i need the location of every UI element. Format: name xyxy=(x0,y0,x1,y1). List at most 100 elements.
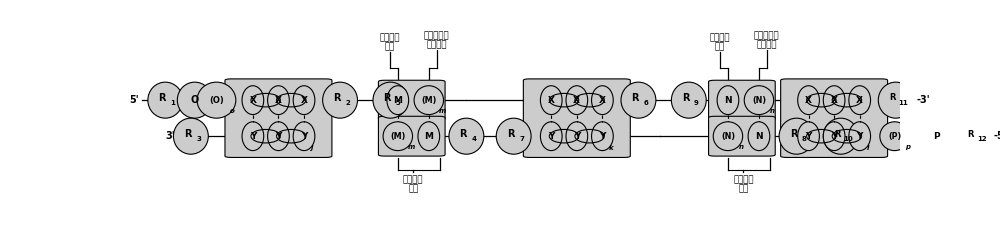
Ellipse shape xyxy=(592,86,613,115)
Text: P: P xyxy=(933,132,940,141)
Ellipse shape xyxy=(798,122,819,151)
Text: Y: Y xyxy=(857,132,863,141)
Text: 10: 10 xyxy=(844,136,853,143)
FancyBboxPatch shape xyxy=(709,80,775,120)
Text: -3': -3' xyxy=(916,95,930,105)
Ellipse shape xyxy=(268,122,289,151)
Text: 互补反应: 互补反应 xyxy=(733,175,754,184)
Ellipse shape xyxy=(496,118,531,154)
Ellipse shape xyxy=(744,86,774,115)
Ellipse shape xyxy=(671,82,706,118)
Ellipse shape xyxy=(880,122,909,151)
FancyBboxPatch shape xyxy=(709,116,775,156)
Text: R: R xyxy=(507,129,514,139)
Text: 3': 3' xyxy=(165,131,175,141)
Text: X: X xyxy=(301,96,308,105)
Text: N: N xyxy=(755,132,763,141)
Text: R: R xyxy=(460,129,467,139)
Text: (N): (N) xyxy=(721,132,735,141)
Ellipse shape xyxy=(779,118,814,154)
Ellipse shape xyxy=(957,118,991,154)
Text: X: X xyxy=(249,96,256,105)
Text: 基团: 基团 xyxy=(408,184,418,193)
Text: 互补反应: 互补反应 xyxy=(380,33,400,43)
Ellipse shape xyxy=(197,82,236,118)
Text: j: j xyxy=(311,145,314,151)
Text: 发生配对: 发生配对 xyxy=(756,41,777,50)
Text: R: R xyxy=(790,129,797,139)
Text: M: M xyxy=(393,96,402,105)
Ellipse shape xyxy=(592,122,613,151)
Text: o: o xyxy=(230,108,235,114)
Text: X: X xyxy=(275,96,282,105)
Text: 6: 6 xyxy=(644,100,649,106)
Text: 1: 1 xyxy=(171,100,175,106)
Text: Y: Y xyxy=(805,132,812,141)
Ellipse shape xyxy=(849,122,871,151)
Ellipse shape xyxy=(823,86,845,115)
Text: 11: 11 xyxy=(899,100,908,106)
Text: 基团: 基团 xyxy=(738,184,749,193)
Text: Y: Y xyxy=(250,132,256,141)
Ellipse shape xyxy=(621,82,656,118)
Ellipse shape xyxy=(540,86,562,115)
Text: R: R xyxy=(158,93,166,103)
Text: k: k xyxy=(609,145,613,151)
Text: (P): (P) xyxy=(888,132,901,141)
Text: O: O xyxy=(191,95,199,105)
Text: 9: 9 xyxy=(694,100,699,106)
Ellipse shape xyxy=(293,86,315,115)
Text: R: R xyxy=(834,130,841,139)
Text: N: N xyxy=(724,96,732,105)
Text: -5': -5' xyxy=(994,131,1000,141)
Text: R: R xyxy=(968,130,974,139)
Ellipse shape xyxy=(173,118,208,154)
Text: 5: 5 xyxy=(396,100,401,106)
Text: (O): (O) xyxy=(209,96,224,105)
FancyBboxPatch shape xyxy=(378,80,445,120)
Text: (M): (M) xyxy=(421,96,436,105)
Text: 配对区碱基: 配对区碱基 xyxy=(754,32,780,41)
Text: (M): (M) xyxy=(390,132,405,141)
Ellipse shape xyxy=(849,86,871,115)
Ellipse shape xyxy=(414,86,444,115)
Ellipse shape xyxy=(148,82,183,118)
Ellipse shape xyxy=(242,86,264,115)
FancyBboxPatch shape xyxy=(378,116,445,156)
Ellipse shape xyxy=(293,122,315,151)
Text: M: M xyxy=(424,132,433,141)
Text: m: m xyxy=(407,144,415,150)
Text: X: X xyxy=(548,96,555,105)
Text: X: X xyxy=(805,96,812,105)
Text: 4: 4 xyxy=(472,136,477,143)
Text: 配对区碱基: 配对区碱基 xyxy=(424,32,449,41)
Ellipse shape xyxy=(449,118,484,154)
Text: n: n xyxy=(739,144,744,150)
Text: Y: Y xyxy=(548,132,554,141)
Text: X: X xyxy=(573,96,580,105)
Text: 7: 7 xyxy=(519,136,524,143)
FancyBboxPatch shape xyxy=(523,79,630,157)
Text: R: R xyxy=(384,93,391,103)
Ellipse shape xyxy=(713,122,743,151)
Text: 2: 2 xyxy=(345,100,350,106)
Ellipse shape xyxy=(242,122,264,151)
Text: 8: 8 xyxy=(802,136,807,143)
Text: X: X xyxy=(599,96,606,105)
Text: Y: Y xyxy=(275,132,282,141)
Text: R: R xyxy=(632,93,639,103)
Text: 互补反应: 互补反应 xyxy=(710,33,730,43)
Ellipse shape xyxy=(878,82,913,118)
Ellipse shape xyxy=(373,82,408,118)
Text: Y: Y xyxy=(574,132,580,141)
Ellipse shape xyxy=(823,118,858,154)
Ellipse shape xyxy=(566,122,588,151)
Text: 12: 12 xyxy=(977,136,987,143)
Ellipse shape xyxy=(177,82,212,118)
Text: m: m xyxy=(438,108,446,114)
Text: R: R xyxy=(889,94,896,102)
Text: 互补反应: 互补反应 xyxy=(403,175,424,184)
Text: 基团: 基团 xyxy=(385,43,395,51)
Ellipse shape xyxy=(748,122,770,151)
Text: (N): (N) xyxy=(752,96,766,105)
